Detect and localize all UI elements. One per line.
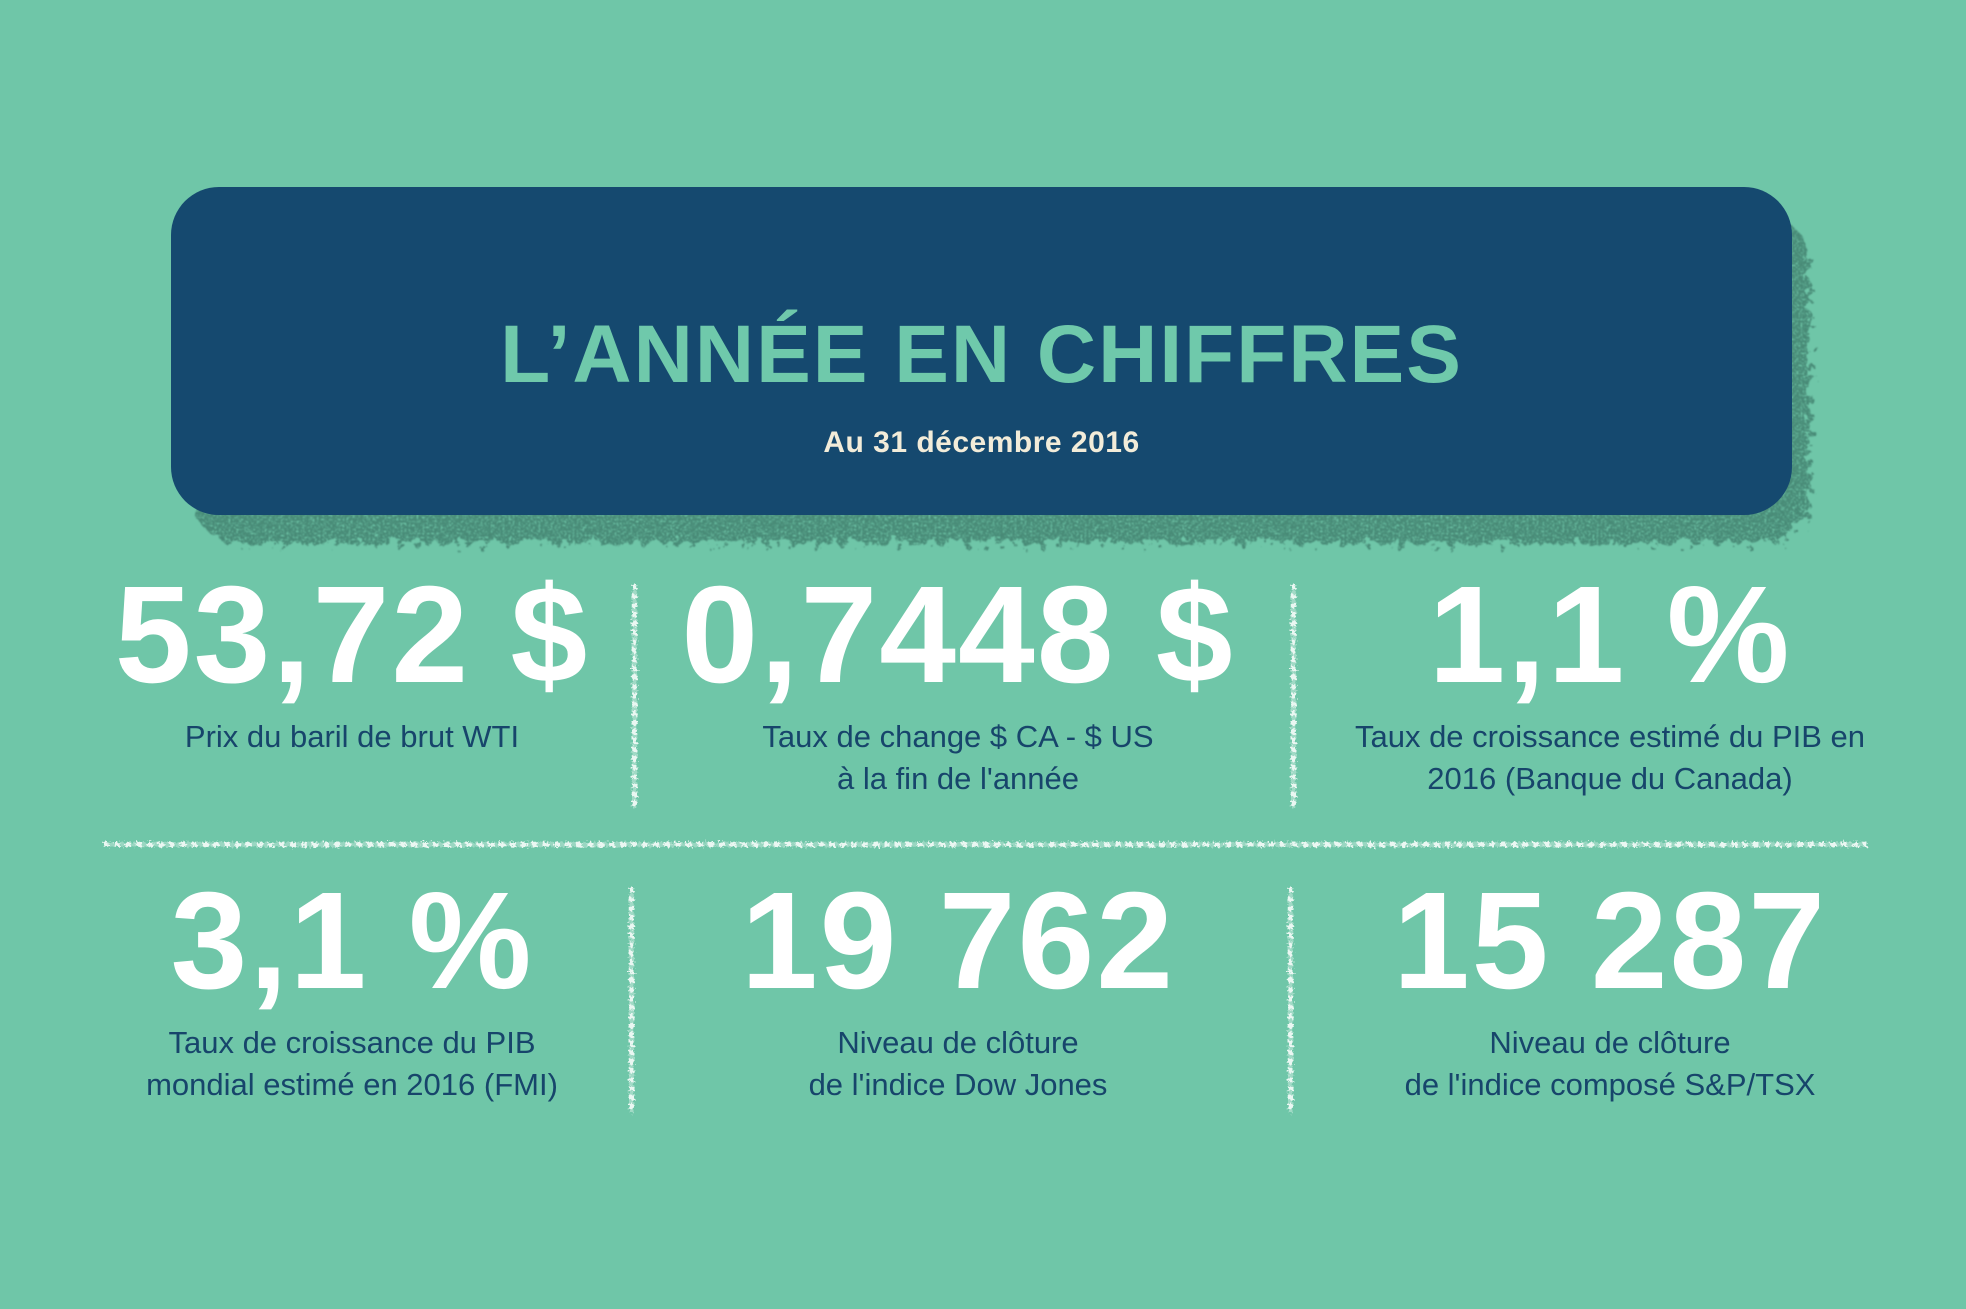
horizontal-divider [103,842,1867,847]
vertical-divider-row1-right [1291,585,1296,808]
stat-value: 0,7448 $ [681,558,1235,712]
stat-canada-gdp-growth: 1,1 % Taux de croissance estimé du PIB e… [1310,560,1910,800]
page-subtitle: Au 31 décembre 2016 [823,426,1140,459]
vertical-divider-row2-right [1288,888,1293,1113]
stat-label: Taux de croissance du PIB mondial estimé… [146,1025,558,1102]
stat-world-gdp-growth: 3,1 % Taux de croissance du PIB mondial … [52,866,652,1106]
stat-label: Taux de croissance estimé du PIB en 2016… [1354,719,1866,796]
stat-label: Prix du baril de brut WTI [184,719,520,754]
stat-wti-price: 53,72 $ Prix du baril de brut WTI [52,560,652,758]
vertical-divider-row1-left [632,585,637,808]
header-card: L’ANNÉE EN CHIFFRES Au 31 décembre 2016 [171,187,1792,515]
stat-label: Niveau de clôture de l'indice Dow Jones [808,1025,1108,1102]
stat-value: 15 287 [1392,864,1828,1018]
stat-exchange-rate: 0,7448 $ Taux de change $ CA - $ US à la… [658,560,1258,800]
stat-dow-jones-close: 19 762 Niveau de clôture de l'indice Dow… [658,866,1258,1106]
stat-value: 1,1 % [1428,558,1792,712]
stat-value: 53,72 $ [114,558,590,712]
page-title: L’ANNÉE EN CHIFFRES [500,309,1463,400]
stat-value: 19 762 [740,864,1176,1018]
stat-label: Taux de change $ CA - $ US à la fin de l… [762,719,1154,796]
stat-sptsx-close: 15 287 Niveau de clôture de l'indice com… [1310,866,1910,1106]
stat-value: 3,1 % [170,864,534,1018]
vertical-divider-row2-left [629,888,634,1113]
stat-label: Niveau de clôture de l'indice composé S&… [1404,1025,1816,1102]
